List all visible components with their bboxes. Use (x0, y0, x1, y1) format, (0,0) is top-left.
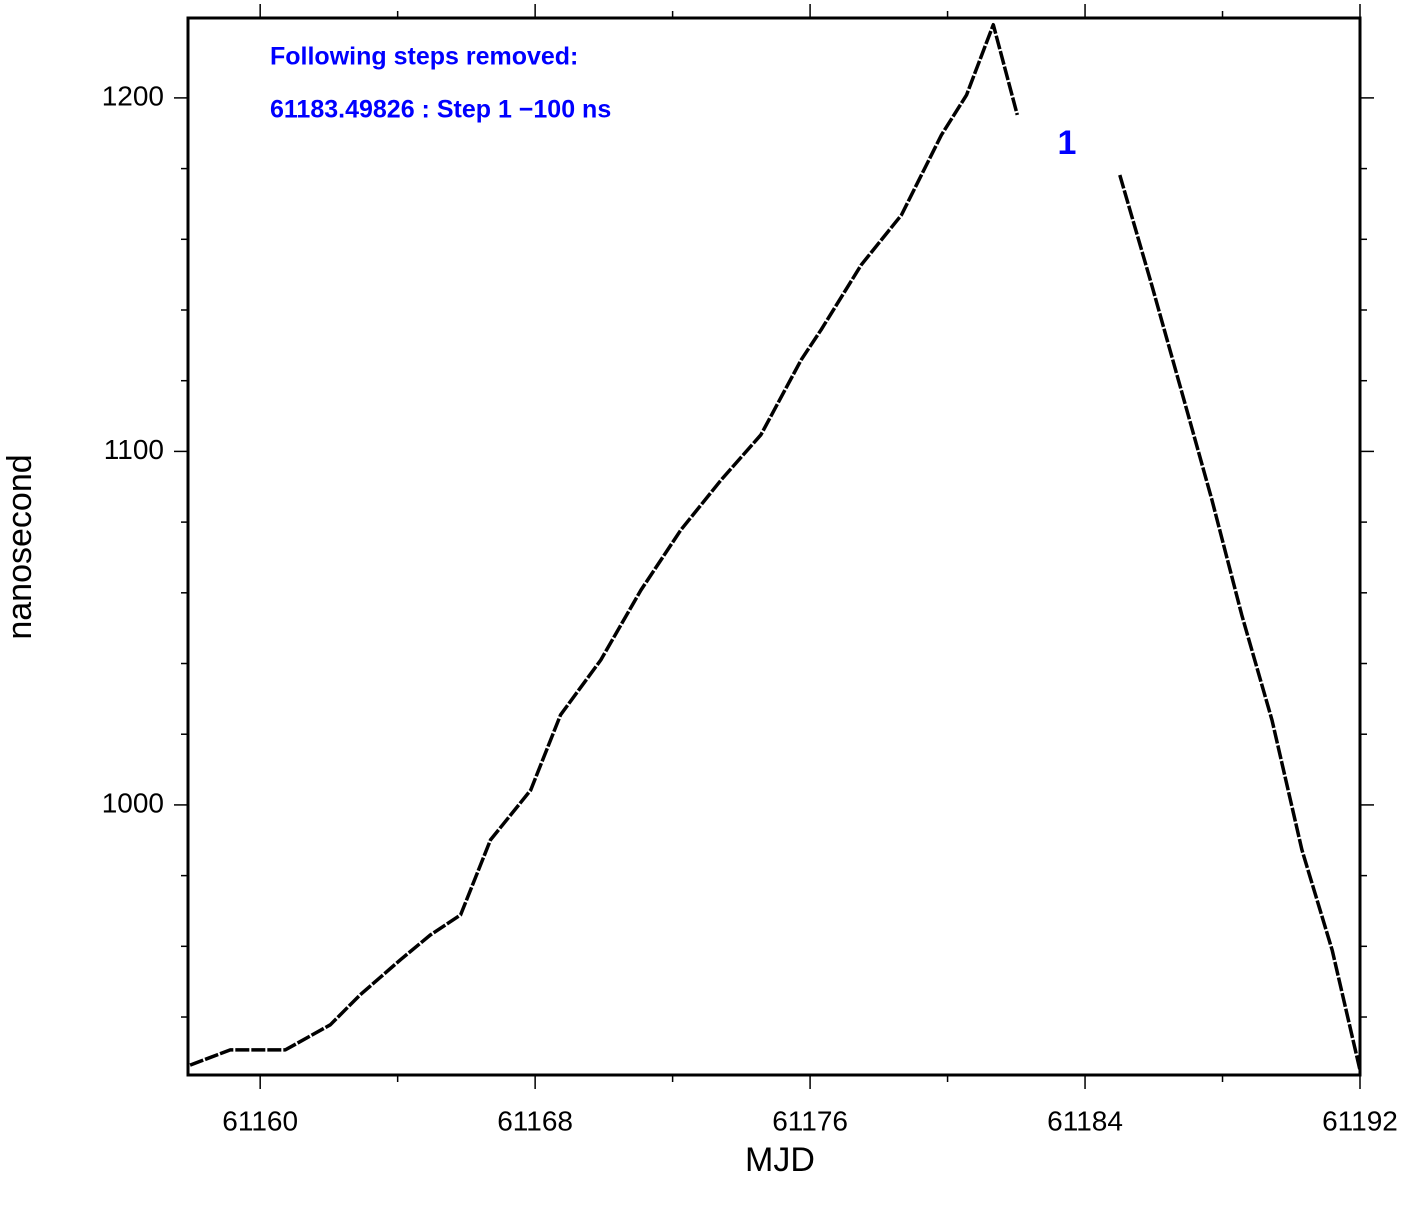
y-axis-label: nanosecond (1, 454, 39, 639)
x-tick-label: 61160 (222, 1105, 298, 1136)
annotation: Following steps removed: (270, 43, 578, 71)
y-tick-label: 1200 (102, 80, 164, 111)
x-tick-label: 61168 (497, 1105, 573, 1136)
annotation: 61183.49826 : Step 1 −100 ns (270, 96, 611, 124)
x-tick-label: 61192 (1322, 1105, 1398, 1136)
x-axis-label: MJD (745, 1141, 815, 1179)
step-label: 1 (1058, 124, 1077, 162)
plot-frame (186, 16, 1362, 1077)
data-line (189, 22, 1362, 1071)
x-tick-label: 61184 (1047, 1105, 1123, 1136)
y-tick-label: 1000 (102, 787, 164, 818)
y-tick-label: 1100 (104, 434, 164, 465)
x-tick-label: 61176 (772, 1105, 848, 1136)
